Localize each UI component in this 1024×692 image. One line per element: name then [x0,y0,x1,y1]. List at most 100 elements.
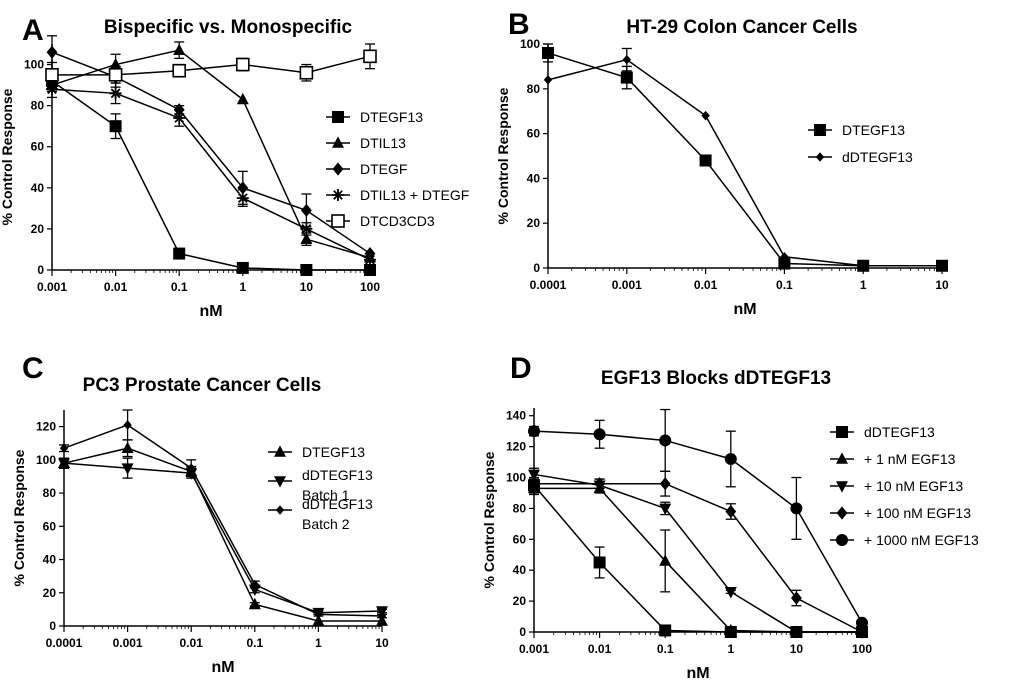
panel-letter: D [510,352,532,385]
data-point [659,503,672,516]
series-line [534,487,862,633]
data-point [236,192,249,205]
x-tick-label: 0.0001 [530,278,567,292]
x-tick-label: 0.01 [180,636,204,650]
series-4 [45,43,377,88]
data-point [250,579,259,590]
data-point [299,65,314,80]
chart-panel-D: D EGF13 Blocks dDTEGF13 0 20 40 60 80 100 120 140… [481,352,979,682]
series-2 [59,409,387,621]
legend-label: dDTEGF13 [842,149,913,165]
data-point [791,591,802,605]
legend-label: Batch 1 [302,487,350,503]
series-line [533,484,862,633]
data-point [314,609,323,620]
legend-marker [836,481,848,493]
x-axis-label: nM [686,665,709,682]
panel-letter: C [22,352,44,385]
data-point [187,463,196,473]
y-tick-label: 140 [506,409,526,423]
legend-label: dDTEGF13 [864,424,935,440]
series-0 [528,476,868,638]
data-point [724,452,737,465]
x-tick-label: 100 [852,642,872,656]
data-point [724,587,737,599]
x-tick-label: 1 [315,636,322,650]
series-3 [46,80,376,266]
y-tick-label: 120 [36,420,56,434]
data-point [123,420,132,430]
data-point [725,504,737,519]
series-1 [528,481,868,637]
data-point [364,264,376,276]
data-point [364,246,376,261]
legend-label: DTEGF13 [360,109,423,125]
data-point [593,428,606,441]
y-axis-label: % Control Response [0,88,15,225]
y-axis-label: % Control Response [11,449,27,586]
y-tick-label: 100 [520,37,540,51]
x-tick-label: 10 [935,278,949,292]
legend-marker [274,445,286,457]
series-line [51,80,370,271]
data-point [859,260,868,271]
x-tick-label: 100 [360,280,380,294]
data-point [699,154,712,167]
legend-label: DTEGF [360,161,407,177]
data-point [659,477,671,491]
data-point [301,203,312,218]
data-point [790,627,803,639]
series-line [51,88,371,261]
legend-marker [815,152,825,162]
data-point [236,57,250,72]
y-tick-label: 20 [31,222,45,236]
x-tick-label: 0.001 [37,280,67,294]
series-4 [528,408,868,629]
legend-label: DTIL13 + DTEGF [360,187,469,203]
legend: dDTEGF13 + 1 nM EGF13 + 10 nM EGF13 + 100 n… [830,424,979,548]
data-point [300,232,313,244]
data-point [173,43,186,55]
x-tick-label: 0.01 [694,278,718,292]
y-tick-label: 0 [49,619,56,633]
series-2 [46,35,376,261]
x-axis-label: nM [733,301,756,318]
y-tick-label: 40 [43,553,57,567]
legend-marker [814,124,826,136]
legend-label: Batch 2 [302,516,350,532]
x-tick-label: 0.01 [588,642,612,656]
y-tick-label: 100 [24,58,44,72]
data-point [46,83,58,96]
data-point [856,625,868,639]
legend: DTEGF13 DTIL13 DTEGF DTIL13 + DTEGF DTCD3CD3 [326,109,469,229]
y-tick-label: 80 [43,486,57,500]
data-point [312,614,325,626]
legend-marker [332,136,344,148]
data-point [173,247,186,260]
series-line [51,51,371,255]
series-1 [543,47,947,271]
data-point [594,477,605,491]
series-line [63,447,382,622]
data-point [593,556,606,569]
x-tick-label: 10 [300,280,314,294]
data-point [300,222,313,235]
chart-panel-A: A Bispecific vs. Monospecific020406080100… [0,14,469,320]
y-tick-label: 40 [527,171,541,185]
x-tick-label: 0.1 [657,642,674,656]
y-tick-label: 60 [43,519,57,533]
y-tick-label: 20 [527,216,541,230]
y-tick-label: 20 [43,586,57,600]
legend-label: DTCD3CD3 [360,213,435,229]
legend-label: + 1 nM EGF13 [864,451,956,467]
data-point [701,110,710,121]
legend-label: + 100 nM EGF13 [864,505,971,521]
series-line [547,58,942,267]
x-tick-label: 0.1 [171,280,188,294]
series-3 [528,470,868,639]
series-line [52,55,371,76]
series-line [533,430,863,624]
legend-marker [274,476,286,488]
x-tick-label: 10 [790,642,804,656]
